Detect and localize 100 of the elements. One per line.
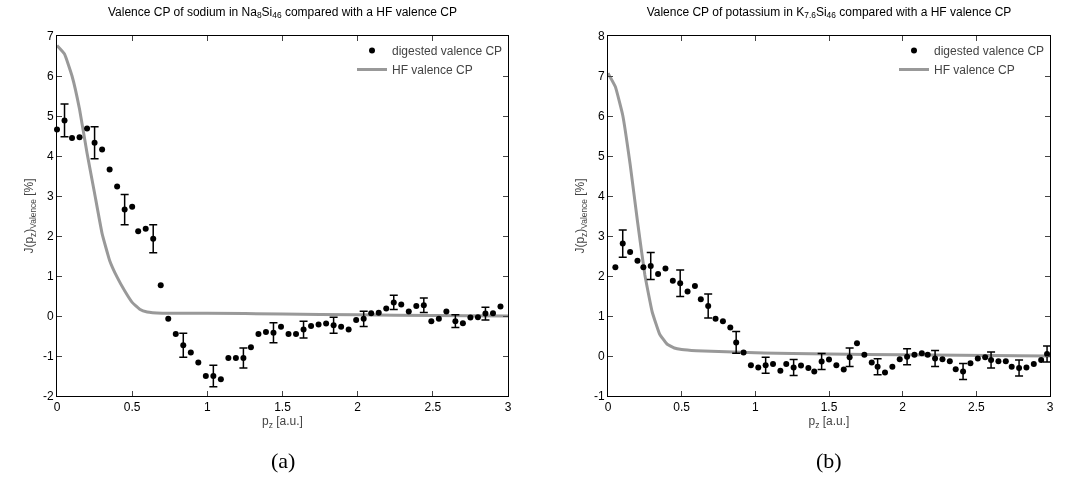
point <box>217 376 224 383</box>
x-tick-label: 1 <box>203 400 211 415</box>
y-tick-label: 1 <box>597 309 605 324</box>
y-tick-label: 7 <box>597 69 605 84</box>
y-tick-label: 0 <box>597 349 605 364</box>
point <box>91 139 98 146</box>
point <box>353 317 360 323</box>
point <box>262 329 269 335</box>
point <box>180 342 187 349</box>
point <box>489 310 496 317</box>
point <box>247 344 254 351</box>
x-tick-label: 2.5 <box>967 400 985 415</box>
y-tick-label: 6 <box>46 69 54 84</box>
point <box>187 349 194 356</box>
x-tick-label: 2.5 <box>424 400 442 415</box>
text: (a) <box>271 448 296 473</box>
y-tick-label: 3 <box>46 189 54 204</box>
x-tick-label: 1 <box>751 400 759 415</box>
point <box>443 308 450 315</box>
point <box>157 282 164 289</box>
point <box>61 117 68 124</box>
y-tick-label: -1 <box>593 389 605 404</box>
point <box>330 322 337 329</box>
point <box>129 203 136 210</box>
point <box>202 373 209 379</box>
y-tick-label: 4 <box>46 149 54 164</box>
point <box>467 314 474 321</box>
point <box>255 331 262 337</box>
point <box>405 308 412 315</box>
point <box>345 326 352 333</box>
point <box>375 309 382 316</box>
x-tick-label: 3 <box>504 400 512 415</box>
x-tick-label: 1.5 <box>274 400 292 415</box>
legend-label: digested valence CP <box>934 44 1045 59</box>
y-tick-label: 6 <box>597 109 605 124</box>
legend-label: HF valence CP <box>392 63 473 78</box>
y-tick-label: 5 <box>46 109 54 124</box>
point <box>114 183 121 190</box>
point <box>76 134 83 141</box>
point <box>315 321 322 328</box>
point <box>390 299 397 306</box>
point <box>84 125 91 132</box>
chart-title: Valence CP of potassium in K$_{7.6}$Si$_{46}$ compared with a HF valence CP <box>646 4 1012 21</box>
text: (b) <box>816 448 842 473</box>
y-tick-label: -1 <box>42 349 54 364</box>
y-tick-label: 2 <box>597 269 605 284</box>
point <box>497 303 504 310</box>
point <box>323 320 330 327</box>
line-series <box>57 44 508 318</box>
y-tick-label: 1 <box>46 269 54 284</box>
y-tick-label: -2 <box>42 389 54 404</box>
point <box>383 305 390 312</box>
point <box>474 314 481 321</box>
point <box>368 310 375 317</box>
point <box>413 303 420 309</box>
point <box>435 315 442 322</box>
point <box>300 326 307 333</box>
x-axis-title: p$_{z}$ [a.u.] <box>262 414 303 430</box>
point <box>293 331 300 337</box>
point <box>99 146 106 153</box>
point <box>420 302 427 309</box>
point <box>232 355 239 361</box>
chart-title: Valence CP of sodium in Na$_{8}$Si$_{46}$ compared with a HF valence CP <box>107 4 458 21</box>
point <box>225 355 232 361</box>
point <box>398 301 405 308</box>
legend-label: digested valence CP <box>392 44 503 59</box>
y-tick-label: 0 <box>46 309 54 324</box>
x-tick-label: 2 <box>899 400 907 415</box>
legend-label: HF valence CP <box>934 63 1015 78</box>
point <box>142 225 149 232</box>
point <box>165 315 172 322</box>
x-tick-label: 2 <box>354 400 362 415</box>
point <box>240 355 247 361</box>
point <box>195 359 202 366</box>
point <box>69 135 76 141</box>
x-axis-title: p$_{z}$ [a.u.] <box>808 414 850 430</box>
point <box>285 331 292 337</box>
x-tick-label: 0.5 <box>123 400 141 415</box>
point <box>338 323 345 330</box>
point <box>121 206 128 213</box>
y-tick-label: 2 <box>46 229 54 244</box>
x-tick-label: 3 <box>1046 400 1054 415</box>
y-tick-label: 4 <box>597 189 605 204</box>
y-tick-label: 3 <box>597 229 605 244</box>
point <box>172 331 179 337</box>
point <box>150 235 157 242</box>
y-tick-label: 8 <box>597 29 605 44</box>
point <box>106 166 113 173</box>
y-tick-label: 7 <box>46 29 54 44</box>
point <box>210 373 217 379</box>
point <box>360 315 367 322</box>
point <box>270 329 277 336</box>
point <box>459 320 466 327</box>
point <box>428 318 435 325</box>
x-tick-label: 1.5 <box>820 400 838 415</box>
point <box>308 323 315 329</box>
y-tick-label: 5 <box>597 149 605 164</box>
x-tick-label: 0.5 <box>673 400 691 415</box>
point <box>278 323 284 330</box>
point <box>135 228 142 235</box>
